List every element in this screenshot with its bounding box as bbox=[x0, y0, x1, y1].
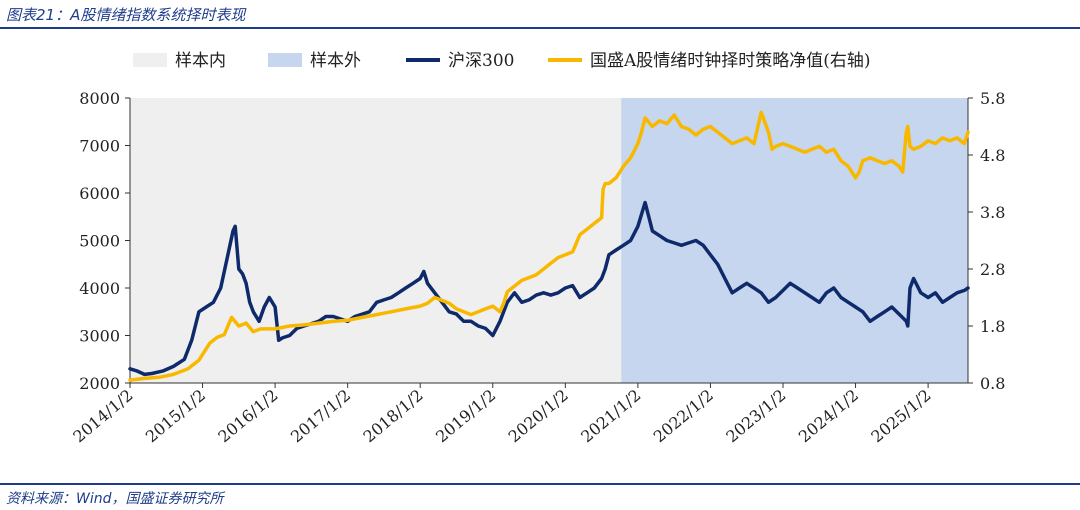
left-tick-label: 3000 bbox=[79, 327, 120, 346]
left-tick-label: 2000 bbox=[79, 374, 120, 393]
x-tick-label: 2015/1/2 bbox=[142, 386, 209, 447]
legend-hs300-label: 沪深300 bbox=[448, 51, 514, 71]
legend-in-sample-label: 样本内 bbox=[175, 51, 226, 71]
x-tick-label: 2017/1/2 bbox=[287, 386, 354, 447]
sample-regions bbox=[130, 98, 968, 383]
right-tick-label: 4.8 bbox=[980, 146, 1005, 165]
x-tick-label: 2018/1/2 bbox=[360, 386, 427, 447]
legend-out-sample-label: 样本外 bbox=[310, 51, 361, 71]
bottom-rule bbox=[0, 483, 1080, 485]
source-note: 资料来源：Wind，国盛证券研究所 bbox=[6, 491, 224, 507]
right-tick-label: 2.8 bbox=[980, 260, 1005, 279]
series-hs300-line bbox=[128, 200, 970, 377]
left-tick-label: 6000 bbox=[79, 184, 120, 203]
x-tick-label: 2022/1/2 bbox=[650, 386, 717, 447]
region-in-sample bbox=[130, 98, 622, 383]
legend: 样本内 样本外 沪深300 国盛A股情绪时钟择时策略净值(右轴) bbox=[133, 51, 871, 71]
legend-strategy-label: 国盛A股情绪时钟择时策略净值(右轴) bbox=[590, 51, 871, 71]
top-rule bbox=[0, 27, 1080, 29]
x-tick-label: 2016/1/2 bbox=[214, 386, 281, 447]
left-tick-label: 4000 bbox=[79, 279, 120, 298]
left-tick-label: 8000 bbox=[79, 89, 120, 108]
x-tick-label: 2025/1/2 bbox=[867, 386, 934, 447]
right-tick-label: 0.8 bbox=[980, 374, 1005, 393]
left-tick-label: 5000 bbox=[79, 232, 120, 251]
right-tick-label: 5.8 bbox=[980, 89, 1005, 108]
x-tick-label: 2021/1/2 bbox=[577, 386, 644, 447]
series-lines bbox=[128, 110, 970, 382]
x-tick-label: 2024/1/2 bbox=[795, 386, 862, 447]
x-tick-label: 2014/1/2 bbox=[69, 386, 136, 447]
region-out-of-sample bbox=[621, 98, 968, 383]
legend-out-sample-swatch bbox=[268, 53, 302, 67]
x-tick-label: 2023/1/2 bbox=[722, 386, 789, 447]
x-tick-label: 2019/1/2 bbox=[432, 386, 499, 447]
series-strategy-line bbox=[128, 110, 970, 382]
x-tick-label: 2020/1/2 bbox=[505, 386, 572, 447]
right-tick-label: 1.8 bbox=[980, 317, 1005, 336]
chart: 样本内 样本外 沪深300 国盛A股情绪时钟择时策略净值(右轴) 2000 3000 40… bbox=[69, 51, 1005, 447]
figure-title: 图表21：A股情绪指数系统择时表现 bbox=[6, 6, 246, 24]
left-tick-label: 7000 bbox=[79, 137, 120, 156]
right-tick-label: 3.8 bbox=[980, 203, 1005, 222]
legend-in-sample-swatch bbox=[133, 53, 167, 67]
